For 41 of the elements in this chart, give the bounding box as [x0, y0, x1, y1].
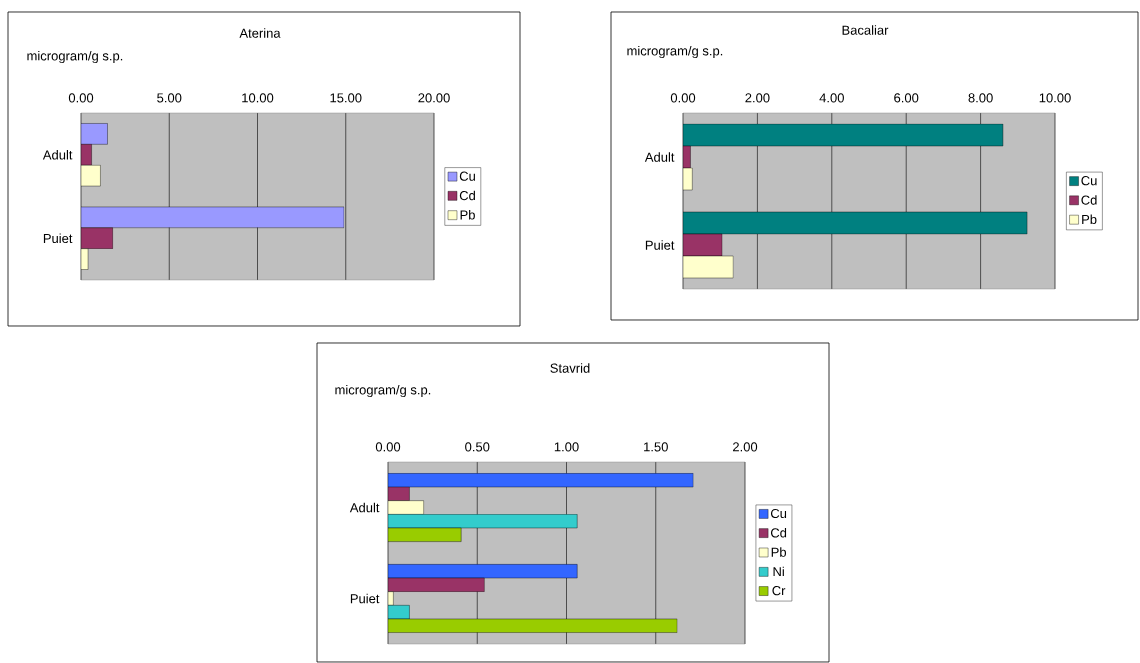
- legend-label: Pb: [1082, 214, 1097, 225]
- y-tick-label: Adult: [42, 149, 73, 160]
- x-axis-title: microgram/g s.p.: [627, 45, 723, 59]
- x-tick-label: 10.00: [1039, 93, 1071, 103]
- y-tick-label: Puiet: [645, 240, 675, 250]
- x-tick-label: 0.00: [670, 93, 696, 103]
- x-tick-label: 20.00: [418, 93, 450, 103]
- bar: [81, 123, 108, 145]
- legend-label: Cu: [459, 171, 475, 181]
- bar: [81, 206, 345, 228]
- x-tick-label: 4.00: [819, 93, 844, 103]
- x-tick-label: 5.00: [157, 93, 182, 103]
- x-tick-label: 1.50: [644, 442, 668, 452]
- x-axis-title: microgram/g s.p.: [27, 50, 123, 64]
- legend-label: Cr: [772, 586, 786, 596]
- y-tick-label: Puiet: [350, 593, 380, 604]
- legend-label: Cd: [770, 527, 787, 538]
- legend-label: Cd: [1081, 195, 1097, 205]
- x-tick-label: 10.00: [242, 93, 274, 103]
- legend-label: Cu: [1081, 176, 1097, 186]
- x-tick-label: 0.50: [465, 442, 490, 452]
- x-tick-label: 0.00: [375, 442, 401, 452]
- legend-label: Ni: [773, 566, 784, 577]
- x-axis-title: microgram/g s.p.: [335, 384, 431, 398]
- x-tick-label: 8.00: [968, 93, 993, 103]
- chart-title: Bacaliar: [842, 25, 889, 35]
- x-tick-label: 0.00: [68, 93, 94, 103]
- x-tick-label: 1.00: [554, 442, 579, 452]
- chart-title: Stavrid: [550, 363, 590, 373]
- legend-label: Pb: [460, 210, 475, 220]
- legend-label: Cd: [459, 190, 475, 201]
- x-tick-label: 15.00: [330, 93, 362, 103]
- y-tick-label: Adult: [349, 502, 380, 513]
- legend-label: Cu: [770, 508, 787, 519]
- legend-label: Pb: [771, 547, 787, 557]
- x-tick-label: 2.00: [733, 442, 758, 452]
- y-tick-label: Adult: [644, 152, 675, 162]
- x-tick-label: 6.00: [894, 93, 919, 103]
- x-tick-label: 2.00: [745, 93, 770, 103]
- chart-title: Aterina: [239, 28, 281, 38]
- y-tick-label: Puiet: [43, 233, 73, 244]
